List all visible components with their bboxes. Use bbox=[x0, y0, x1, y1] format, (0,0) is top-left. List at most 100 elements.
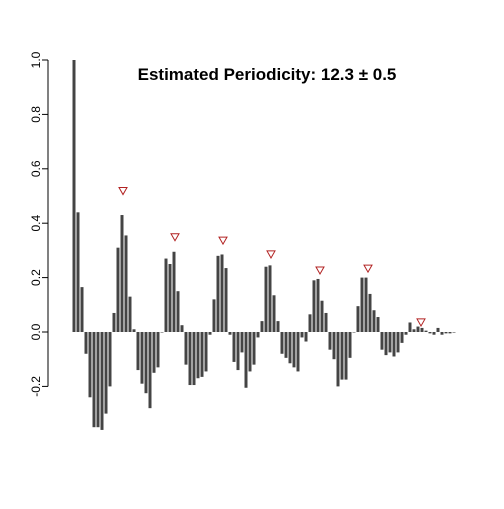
y-tick-label: 0.8 bbox=[29, 106, 43, 123]
bar bbox=[396, 332, 400, 353]
bar bbox=[228, 332, 232, 335]
bar bbox=[340, 332, 344, 380]
bar bbox=[204, 332, 208, 372]
bar bbox=[80, 287, 84, 332]
bar bbox=[164, 258, 168, 332]
bar bbox=[452, 332, 456, 333]
bar bbox=[320, 300, 324, 332]
y-tick-label: 0.4 bbox=[29, 215, 43, 232]
bar bbox=[208, 332, 212, 335]
bar bbox=[268, 265, 272, 332]
bar bbox=[368, 293, 372, 332]
bar bbox=[424, 330, 428, 332]
bar bbox=[324, 312, 328, 332]
bar bbox=[256, 332, 260, 338]
bar bbox=[184, 332, 188, 365]
bar bbox=[88, 332, 92, 398]
bar bbox=[400, 332, 404, 343]
peak-marker bbox=[170, 233, 180, 242]
bar bbox=[132, 329, 136, 332]
bar bbox=[84, 332, 88, 354]
bar bbox=[328, 332, 332, 350]
bar bbox=[412, 329, 416, 332]
bar bbox=[304, 332, 308, 342]
bar bbox=[192, 332, 196, 386]
bar bbox=[372, 310, 376, 332]
bar bbox=[348, 332, 352, 358]
peak-marker bbox=[266, 250, 276, 259]
bar bbox=[448, 332, 452, 334]
bar bbox=[200, 332, 204, 377]
bar bbox=[292, 332, 296, 368]
bar bbox=[168, 264, 172, 332]
bar bbox=[252, 332, 256, 365]
bar bbox=[160, 332, 164, 333]
bar bbox=[388, 332, 392, 353]
bar bbox=[408, 322, 412, 332]
bar bbox=[196, 332, 200, 379]
bar bbox=[248, 332, 252, 372]
bar bbox=[416, 326, 420, 332]
bar bbox=[444, 332, 448, 334]
bar bbox=[376, 317, 380, 332]
bar bbox=[276, 321, 280, 332]
bar bbox=[96, 332, 100, 428]
bar bbox=[108, 332, 112, 387]
bar bbox=[332, 332, 336, 360]
bar bbox=[316, 278, 320, 332]
bar bbox=[420, 327, 424, 332]
peak-marker bbox=[118, 187, 128, 196]
bar bbox=[148, 332, 152, 409]
y-tick-label: 1.0 bbox=[29, 51, 43, 68]
bar bbox=[284, 332, 288, 358]
peak-marker bbox=[315, 266, 325, 275]
bar bbox=[188, 332, 192, 386]
bar bbox=[100, 332, 104, 430]
bar bbox=[212, 299, 216, 332]
y-tick-label: -0.2 bbox=[29, 376, 43, 397]
bar bbox=[220, 254, 224, 332]
bar bbox=[104, 332, 108, 414]
peak-marker bbox=[363, 264, 373, 274]
bar bbox=[300, 332, 304, 338]
bar bbox=[336, 332, 340, 387]
chart-title: Estimated Periodicity: 12.3 ± 0.5 bbox=[138, 65, 397, 84]
bar bbox=[240, 332, 244, 353]
bar bbox=[120, 215, 124, 332]
bar bbox=[224, 268, 228, 332]
bar bbox=[152, 332, 156, 373]
bar bbox=[312, 280, 316, 332]
bar bbox=[260, 321, 264, 332]
bar bbox=[156, 332, 160, 368]
bar bbox=[352, 332, 356, 333]
bar bbox=[360, 277, 364, 332]
bar bbox=[236, 332, 240, 371]
bar bbox=[380, 332, 384, 350]
bar bbox=[384, 332, 388, 356]
bar bbox=[232, 332, 236, 362]
bar bbox=[176, 291, 180, 332]
peak-marker bbox=[218, 236, 228, 246]
bar bbox=[404, 332, 408, 335]
bar bbox=[76, 212, 80, 332]
bar bbox=[136, 332, 140, 371]
y-tick-label: 0.6 bbox=[29, 160, 43, 177]
bar bbox=[116, 247, 120, 332]
bar bbox=[244, 332, 248, 388]
bar bbox=[356, 306, 360, 332]
bar bbox=[440, 332, 444, 335]
bar bbox=[296, 332, 300, 372]
bar bbox=[124, 235, 128, 332]
bar bbox=[216, 255, 220, 332]
bar bbox=[428, 332, 432, 334]
bar bbox=[364, 277, 368, 332]
bar bbox=[72, 60, 76, 332]
bar bbox=[288, 332, 292, 364]
bar bbox=[172, 251, 176, 332]
y-tick-label: 0.0 bbox=[29, 323, 43, 340]
bar bbox=[392, 332, 396, 357]
bar bbox=[112, 312, 116, 332]
y-tick-label: 0.2 bbox=[29, 269, 43, 286]
bar bbox=[128, 296, 132, 332]
